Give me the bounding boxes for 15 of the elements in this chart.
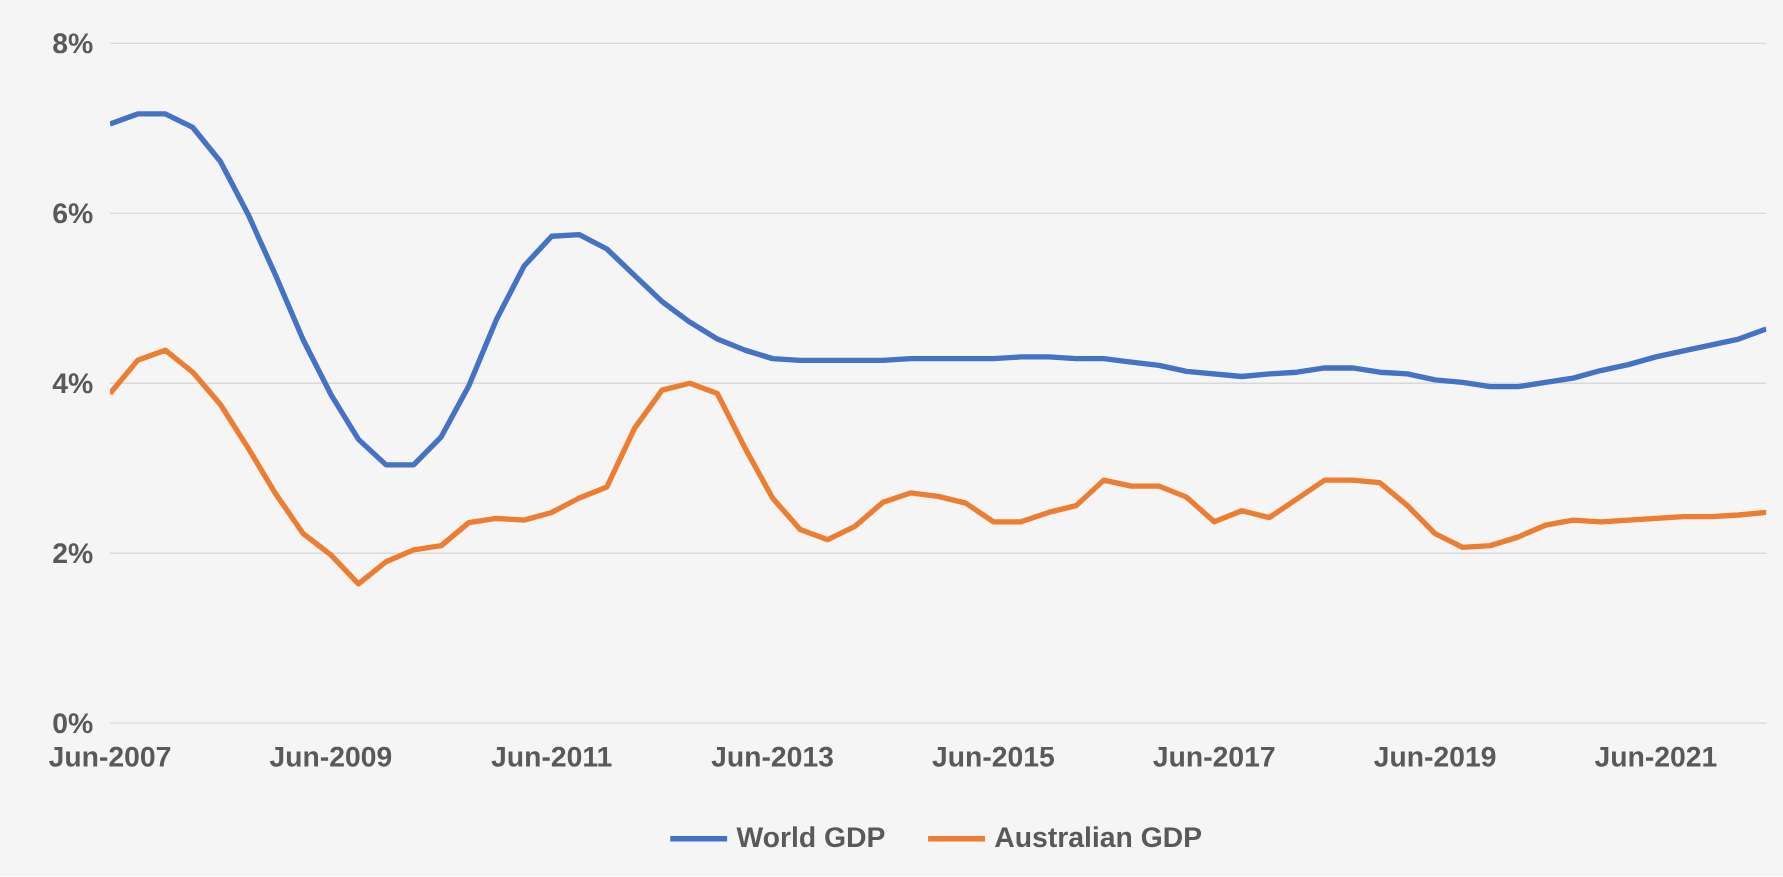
y-tick-label: 4% [52,373,93,394]
y-tick-label: 2% [53,543,93,564]
x-tick-label: Jun-2007 [49,746,171,767]
x-tick-label: Jun-2019 [1374,746,1496,767]
x-tick-label: Jun-2013 [711,746,833,767]
y-tick-label: 0% [53,713,93,734]
x-tick-label: Jun-2009 [269,746,392,767]
x-tick-label: Jun-2011 [491,746,612,767]
x-tick-label: Jun-2015 [932,746,1054,767]
x-tick-label: Jun-2017 [1153,746,1275,767]
x-tick-label: Jun-2021 [1594,746,1717,767]
y-tick-label: 8% [53,33,93,54]
y-tick-label: 6% [53,203,93,224]
legend-label: Australian GDP [995,826,1202,848]
legend-label: World GDP [736,826,885,848]
